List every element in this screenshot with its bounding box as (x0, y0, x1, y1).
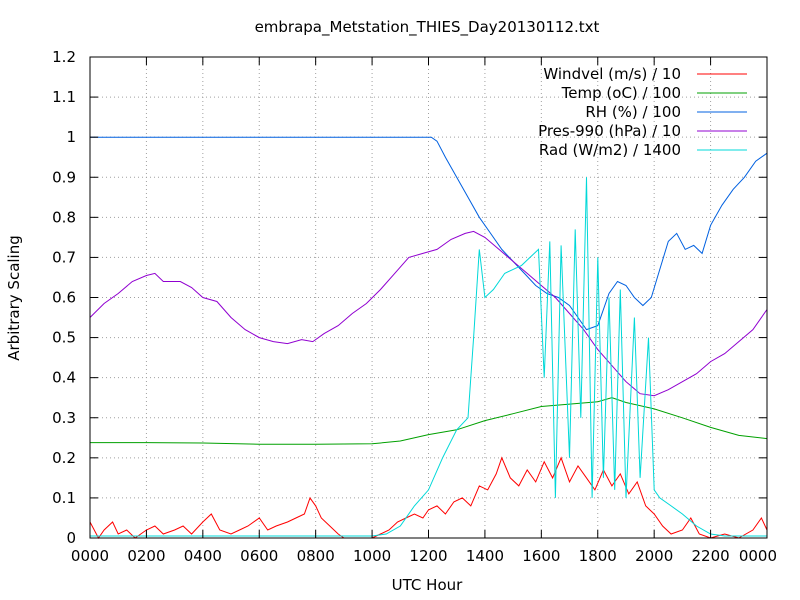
x-tick-label: 0800 (297, 547, 335, 565)
y-tick-label: 0.5 (52, 329, 76, 347)
x-tick-label: 2000 (635, 547, 673, 565)
x-tick-label: 0000 (739, 547, 777, 565)
series-line-2 (90, 136, 768, 331)
x-tick-label: 2200 (691, 547, 729, 565)
legend-label: Rad (W/m2) / 1400 (539, 141, 681, 159)
y-tick-label: 0.1 (52, 489, 76, 507)
series-line-1 (90, 397, 768, 445)
x-tick-label: 0600 (240, 547, 278, 565)
y-tick-label: 1.2 (52, 48, 76, 66)
x-tick-label: 0400 (184, 547, 222, 565)
y-tick-label: 0.3 (52, 409, 76, 427)
y-tick-label: 0.8 (52, 208, 76, 226)
x-tick-label: 1200 (409, 547, 447, 565)
y-tick-label: 0.6 (52, 289, 76, 307)
x-tick-label: 1600 (522, 547, 560, 565)
y-tick-labels: 0 0.1 0.2 0.3 0.4 0.5 0.6 0.7 0.8 0.9 1 1.1 1.2 (52, 48, 76, 547)
ticks (89, 56, 768, 539)
y-axis-label: Arbitrary Scaling (5, 235, 23, 361)
x-tick-label: 0200 (127, 547, 165, 565)
legend-label: RH (%) / 100 (585, 103, 681, 121)
x-tick-label: 1400 (466, 547, 504, 565)
y-tick-label: 1 (66, 128, 76, 146)
chart-title: embrapa_Metstation_THIES_Day20130112.txt (255, 18, 600, 37)
x-tick-label: 0000 (71, 547, 109, 565)
series-line-0 (89, 456, 768, 539)
legend-label: Windvel (m/s) / 10 (543, 65, 681, 83)
y-tick-label: 0.7 (52, 248, 76, 266)
y-tick-label: 0.4 (52, 369, 76, 387)
x-tick-labels: 0000 0200 0400 0600 0800 1000 1200 1400 1600 1800… (71, 547, 777, 565)
series-line-4 (90, 177, 767, 537)
series-line-3 (89, 230, 768, 397)
y-tick-label: 1.1 (52, 88, 76, 106)
y-tick-label: 0.9 (52, 168, 76, 186)
y-tick-label: 0.2 (52, 449, 76, 467)
x-tick-label: 1800 (579, 547, 617, 565)
x-tick-label: 1000 (353, 547, 391, 565)
legend-label: Pres-990 (hPa) / 10 (538, 122, 681, 140)
y-tick-label: 0 (66, 529, 76, 547)
series-layer (89, 136, 768, 539)
legend-label: Temp (oC) / 100 (561, 84, 681, 102)
x-axis-label: UTC Hour (392, 576, 463, 594)
